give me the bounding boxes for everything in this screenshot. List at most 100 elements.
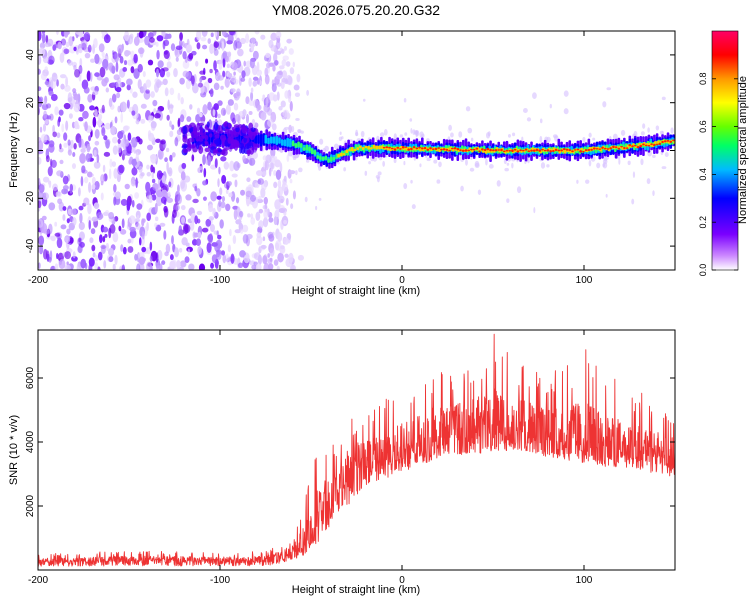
spectrogram-noise-cell xyxy=(63,142,68,148)
spectrogram-noise-cell xyxy=(52,44,57,51)
spectrogram-ridge-band-5 xyxy=(644,144,648,147)
spectrogram-noise-cell xyxy=(84,52,91,59)
spectrogram-noise-cell xyxy=(212,207,216,217)
spectrogram-noise-cell xyxy=(101,52,105,57)
spectrogram-blob-cell xyxy=(223,147,229,151)
spectrogram-noise-cell xyxy=(144,35,151,46)
spectrogram-noise-cell xyxy=(107,247,114,257)
spectrogram-noise-cell xyxy=(197,82,203,88)
spectrogram-noise-cell xyxy=(228,192,233,198)
spectrogram-ridge-band-5 xyxy=(437,147,440,149)
spectrogram-noise-cell xyxy=(260,244,267,250)
spectrogram-faint-cell xyxy=(670,127,674,134)
spectrogram-noise-cell xyxy=(155,265,163,270)
spectrogram-noise-cell xyxy=(76,124,80,130)
spectrogram-ridge-band-5 xyxy=(535,148,539,152)
spectrogram-noise-cell xyxy=(166,61,172,69)
spectrogram-faint-cell xyxy=(436,179,441,184)
spectrogram-ridge-band-5 xyxy=(631,145,634,148)
spectrogram-noise-cell xyxy=(268,39,274,49)
spectrogram-ridge-band-5 xyxy=(625,147,629,149)
spectrogram-noise-cell xyxy=(278,208,286,213)
spectrogram-ridge-band-5 xyxy=(508,149,511,152)
spectrogram-ridge-band-5 xyxy=(639,144,643,148)
spectrogram-xtick-label: -100 xyxy=(210,275,230,286)
spectrogram-ridge-band-3 xyxy=(310,148,314,155)
spectrogram-noise-cell xyxy=(48,180,52,188)
spectrogram-noise-cell xyxy=(100,244,107,249)
spectrogram-noise-cell xyxy=(138,256,146,265)
spectrogram-noise-cell xyxy=(258,208,264,214)
spectrogram-ridge-band-5 xyxy=(470,148,473,151)
spectrogram-ridge-band-3 xyxy=(313,150,317,155)
spectrogram-noise-cell xyxy=(138,138,143,145)
spectrogram-ridge-band-5 xyxy=(661,141,664,143)
spectrogram-noise-cell xyxy=(294,92,301,98)
spectrogram-faint-cell xyxy=(360,130,365,138)
spectrogram-faint-cell xyxy=(585,179,590,184)
spectrogram-noise-cell xyxy=(77,246,82,253)
spectrogram-ridge-band-3 xyxy=(319,155,322,160)
spectrogram-noise-cell xyxy=(263,262,270,270)
spectrogram-noise-cell xyxy=(268,263,274,270)
spectrogram-noise-cell xyxy=(115,86,122,93)
spectrogram-faint-cell xyxy=(588,159,592,167)
spectrogram-noise-cell xyxy=(237,48,244,57)
spectrogram-noise-cell xyxy=(165,243,171,254)
spectrogram-faint-cell xyxy=(467,127,473,134)
spectrogram-ridge-band-2 xyxy=(269,136,273,144)
spectrogram-noise-cell xyxy=(195,31,202,41)
spectrogram-noise-cell xyxy=(265,96,269,108)
spectrogram-noise-cell xyxy=(256,231,262,239)
spectrogram-noise-cell xyxy=(135,151,139,163)
spectrogram-noise-cell xyxy=(284,90,290,99)
spectrogram-ridge-band-5 xyxy=(538,149,542,152)
spectrogram-ridge-band-5 xyxy=(401,146,405,149)
spectrogram-ridge-band-5 xyxy=(415,147,419,150)
spectrogram-xtick-label: 0 xyxy=(399,275,405,286)
spectrogram-noise-cell xyxy=(250,37,256,44)
spectrogram-noise-cell xyxy=(42,176,50,183)
spectrogram-noise-cell xyxy=(166,71,171,78)
spectrogram-blob-cell xyxy=(250,127,256,133)
spectrogram-noise-cell xyxy=(186,44,193,53)
snr-marks xyxy=(38,333,675,567)
spectrogram-ridge-band-5 xyxy=(461,149,465,152)
spectrogram-noise-cell xyxy=(70,139,74,149)
snr-ylabel: SNR (10 * v/v) xyxy=(8,415,20,485)
spectrogram-ytick-label: 0 xyxy=(25,147,36,153)
spectrogram-noise-cell xyxy=(178,225,183,236)
spectrogram-noise-cell xyxy=(256,102,261,112)
spectrogram-noise-cell xyxy=(191,75,195,87)
figure-title: YM08.2026.075.20.20.G32 xyxy=(272,2,440,18)
spectrogram-noise-cell xyxy=(43,248,48,260)
spectrogram-faint-cell xyxy=(539,135,543,143)
spectrogram-noise-cell xyxy=(84,121,88,132)
spectrogram-noise-cell xyxy=(145,181,151,193)
spectrogram-noise-cell xyxy=(71,163,77,169)
spectrogram-ridge-band-5 xyxy=(571,150,574,153)
spectrogram-ridge-band-5 xyxy=(500,148,503,152)
spectrogram-faint-cell xyxy=(602,162,608,169)
colorbar-tick-label: 0.2 xyxy=(698,216,708,229)
spectrogram-ridge-band-4 xyxy=(361,147,365,150)
spectrogram-ridge-band-4 xyxy=(348,148,351,152)
spectrogram-noise-cell xyxy=(38,136,42,143)
spectrogram-noise-cell xyxy=(205,218,212,227)
spectrogram-faint-cell xyxy=(485,132,491,139)
spectrogram-ridge-band-5 xyxy=(584,149,588,152)
spectrogram-ridge-band-5 xyxy=(418,146,421,149)
spectrogram-noise-cell xyxy=(271,123,277,131)
spectrogram-noise-cell xyxy=(201,31,208,37)
spectrogram-faint-cell xyxy=(485,158,488,166)
spectrogram-noise-cell xyxy=(66,261,69,266)
spectrogram-ridge-band-3 xyxy=(308,146,311,152)
spectrogram-faint-cell xyxy=(664,152,669,157)
spectrogram-noise-cell xyxy=(124,183,130,190)
spectrogram-ridge-band-5 xyxy=(612,145,615,149)
spectrogram-noise-cell xyxy=(108,211,115,220)
spectrogram-ytick-label: -20 xyxy=(25,191,36,206)
spectrogram-noise-cell xyxy=(273,170,277,176)
spectrogram-faint-cell xyxy=(526,117,532,122)
